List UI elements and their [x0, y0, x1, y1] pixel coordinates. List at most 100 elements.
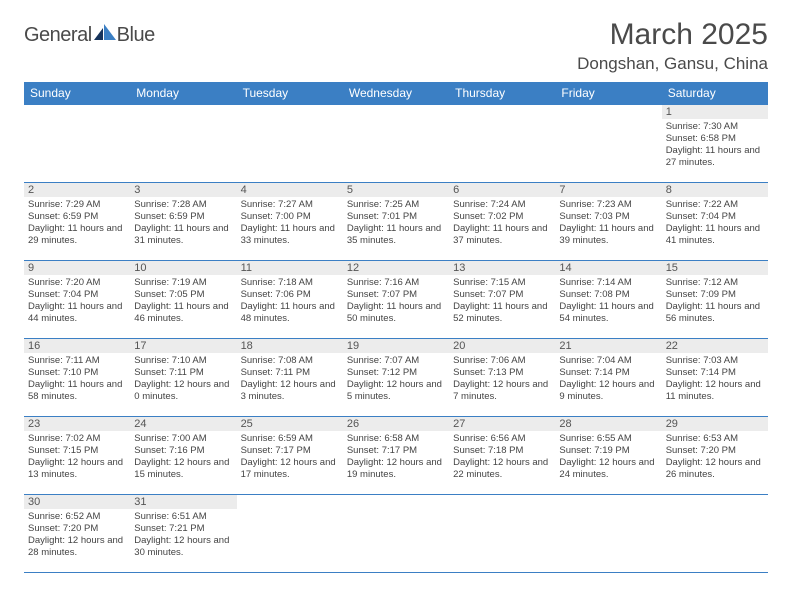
sunset-label: Sunset: [347, 445, 379, 456]
sunrise-label: Sunrise: [559, 199, 594, 210]
daylight-line: Daylight: 11 hours and 52 minutes. [453, 301, 551, 325]
calendar-cell: 12Sunrise: 7:16 AMSunset: 7:07 PMDayligh… [343, 261, 449, 339]
calendar-cell [343, 105, 449, 183]
daylight-line: Daylight: 11 hours and 37 minutes. [453, 223, 551, 247]
sunset-value: 7:20 PM [63, 523, 98, 534]
logo-word1: General [24, 24, 92, 47]
header: General Blue March 2025 Dongshan, Gansu,… [24, 18, 768, 74]
daylight-line: Daylight: 12 hours and 3 minutes. [241, 379, 339, 403]
day-number: 31 [130, 495, 236, 509]
sunset-label: Sunset: [241, 289, 273, 300]
daylight-line: Daylight: 12 hours and 15 minutes. [134, 457, 232, 481]
daylight-label: Daylight: [134, 301, 171, 312]
sunrise-line: Sunrise: 7:22 AM [666, 199, 764, 211]
calendar-cell [449, 495, 555, 573]
sunset-label: Sunset: [666, 211, 698, 222]
calendar-table: SundayMondayTuesdayWednesdayThursdayFrid… [24, 82, 768, 573]
day-info: Sunrise: 7:03 AMSunset: 7:14 PMDaylight:… [666, 355, 764, 403]
sunrise-line: Sunrise: 7:00 AM [134, 433, 232, 445]
day-number: 24 [130, 417, 236, 431]
daylight-label: Daylight: [241, 457, 278, 468]
sunrise-value: 7:19 AM [172, 277, 207, 288]
daylight-line: Daylight: 12 hours and 19 minutes. [347, 457, 445, 481]
calendar-cell: 10Sunrise: 7:19 AMSunset: 7:05 PMDayligh… [130, 261, 236, 339]
day-info: Sunrise: 7:14 AMSunset: 7:08 PMDaylight:… [559, 277, 657, 325]
sunset-value: 7:18 PM [488, 445, 523, 456]
daylight-line: Daylight: 12 hours and 28 minutes. [28, 535, 126, 559]
day-info: Sunrise: 6:55 AMSunset: 7:19 PMDaylight:… [559, 433, 657, 481]
sail-icon [94, 24, 116, 47]
daylight-line: Daylight: 12 hours and 9 minutes. [559, 379, 657, 403]
day-info: Sunrise: 7:07 AMSunset: 7:12 PMDaylight:… [347, 355, 445, 403]
sunset-label: Sunset: [347, 289, 379, 300]
day-number: 5 [343, 183, 449, 197]
calendar-cell [555, 495, 661, 573]
sunset-value: 7:11 PM [275, 367, 310, 378]
weekday-header: Monday [130, 82, 236, 105]
day-number: 13 [449, 261, 555, 275]
sunrise-label: Sunrise: [347, 355, 382, 366]
daylight-line: Daylight: 11 hours and 56 minutes. [666, 301, 764, 325]
calendar-cell: 9Sunrise: 7:20 AMSunset: 7:04 PMDaylight… [24, 261, 130, 339]
sunrise-label: Sunrise: [28, 199, 63, 210]
day-info: Sunrise: 7:18 AMSunset: 7:06 PMDaylight:… [241, 277, 339, 325]
sunrise-value: 7:07 AM [384, 355, 419, 366]
sunrise-value: 7:03 AM [703, 355, 738, 366]
sunset-label: Sunset: [28, 211, 60, 222]
sunset-value: 7:19 PM [594, 445, 629, 456]
calendar-cell [555, 105, 661, 183]
day-number: 11 [237, 261, 343, 275]
sunrise-value: 7:23 AM [597, 199, 632, 210]
sunset-label: Sunset: [28, 289, 60, 300]
day-number: 8 [662, 183, 768, 197]
calendar-cell: 26Sunrise: 6:58 AMSunset: 7:17 PMDayligh… [343, 417, 449, 495]
sunrise-line: Sunrise: 7:12 AM [666, 277, 764, 289]
calendar-row: 23Sunrise: 7:02 AMSunset: 7:15 PMDayligh… [24, 417, 768, 495]
daylight-line: Daylight: 11 hours and 48 minutes. [241, 301, 339, 325]
daylight-line: Daylight: 11 hours and 44 minutes. [28, 301, 126, 325]
sunrise-line: Sunrise: 7:07 AM [347, 355, 445, 367]
sunset-label: Sunset: [559, 445, 591, 456]
sunrise-value: 7:30 AM [703, 121, 738, 132]
sunset-line: Sunset: 7:20 PM [28, 523, 126, 535]
sunset-label: Sunset: [28, 367, 60, 378]
sunrise-label: Sunrise: [134, 277, 169, 288]
sunset-line: Sunset: 7:05 PM [134, 289, 232, 301]
daylight-label: Daylight: [28, 301, 65, 312]
sunset-line: Sunset: 7:11 PM [134, 367, 232, 379]
sunset-line: Sunset: 7:18 PM [453, 445, 551, 457]
sunrise-label: Sunrise: [347, 199, 382, 210]
day-info: Sunrise: 6:52 AMSunset: 7:20 PMDaylight:… [28, 511, 126, 559]
weekday-header-row: SundayMondayTuesdayWednesdayThursdayFrid… [24, 82, 768, 105]
daylight-label: Daylight: [666, 301, 703, 312]
daylight-line: Daylight: 11 hours and 33 minutes. [241, 223, 339, 247]
sunset-line: Sunset: 7:07 PM [453, 289, 551, 301]
calendar-cell: 7Sunrise: 7:23 AMSunset: 7:03 PMDaylight… [555, 183, 661, 261]
sunset-label: Sunset: [134, 523, 166, 534]
sunset-value: 7:06 PM [275, 289, 310, 300]
sunrise-line: Sunrise: 7:27 AM [241, 199, 339, 211]
daylight-line: Daylight: 11 hours and 39 minutes. [559, 223, 657, 247]
sunset-label: Sunset: [666, 289, 698, 300]
daylight-label: Daylight: [453, 223, 490, 234]
sunrise-value: 7:15 AM [491, 277, 526, 288]
daylight-label: Daylight: [666, 457, 703, 468]
sunrise-value: 6:55 AM [597, 433, 632, 444]
daylight-line: Daylight: 12 hours and 22 minutes. [453, 457, 551, 481]
sunset-value: 7:04 PM [701, 211, 736, 222]
day-info: Sunrise: 7:12 AMSunset: 7:09 PMDaylight:… [666, 277, 764, 325]
sunrise-value: 7:16 AM [384, 277, 419, 288]
sunset-value: 7:11 PM [169, 367, 204, 378]
sunrise-label: Sunrise: [134, 511, 169, 522]
sunrise-value: 7:18 AM [278, 277, 313, 288]
sunset-value: 6:59 PM [63, 211, 98, 222]
calendar-cell: 11Sunrise: 7:18 AMSunset: 7:06 PMDayligh… [237, 261, 343, 339]
sunset-line: Sunset: 7:01 PM [347, 211, 445, 223]
day-info: Sunrise: 7:22 AMSunset: 7:04 PMDaylight:… [666, 199, 764, 247]
calendar-cell: 18Sunrise: 7:08 AMSunset: 7:11 PMDayligh… [237, 339, 343, 417]
daylight-line: Daylight: 11 hours and 27 minutes. [666, 145, 764, 169]
sunset-line: Sunset: 6:59 PM [134, 211, 232, 223]
sunset-value: 7:09 PM [701, 289, 736, 300]
sunset-label: Sunset: [559, 367, 591, 378]
day-number: 12 [343, 261, 449, 275]
